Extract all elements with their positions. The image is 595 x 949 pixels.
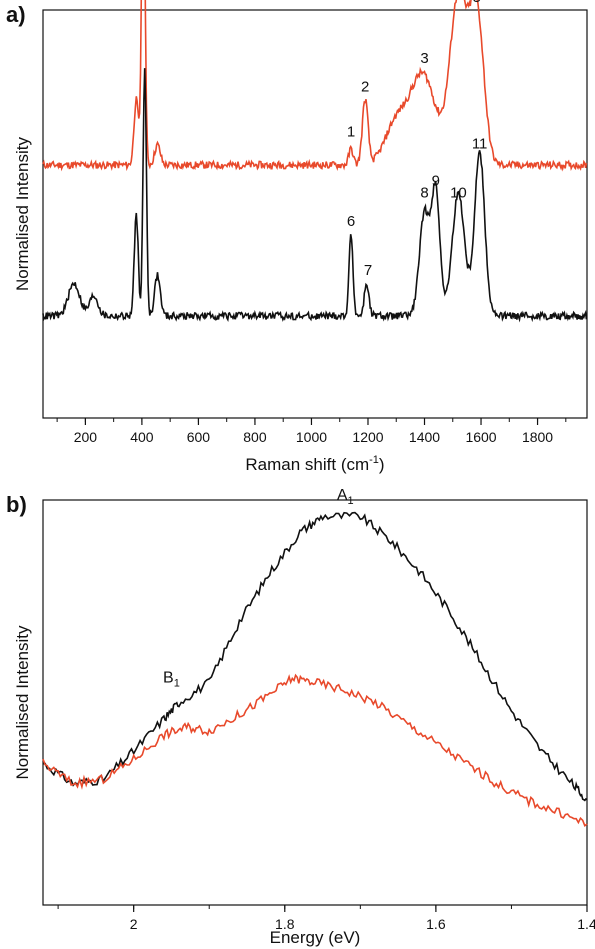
y-axis-label: Normalised Intensity <box>13 137 32 292</box>
series-black-line <box>42 511 588 802</box>
x-tick-label: 1.8 <box>275 916 295 932</box>
x-tick-label: 1200 <box>352 429 383 445</box>
peak-label: 9 <box>432 172 440 189</box>
x-tick-label: 600 <box>187 429 211 445</box>
x-tick-label: 200 <box>74 429 98 445</box>
peak-label: 3 <box>420 50 428 67</box>
x-tick-label: 800 <box>243 429 267 445</box>
peak-label: 7 <box>364 262 372 279</box>
peak-label: A1 <box>337 487 354 507</box>
x-tick-label: 400 <box>130 429 154 445</box>
x-tick-label: 1000 <box>296 429 327 445</box>
x-axis-label: Raman shift (cm-1) <box>245 454 384 474</box>
panel-a-label: a) <box>6 2 26 27</box>
x-axis-label: Energy (eV) <box>270 928 361 947</box>
peak-label: 6 <box>347 213 355 230</box>
plot-frame <box>42 9 588 419</box>
x-tick-label: 2 <box>130 916 138 932</box>
panel-b-label: b) <box>6 492 27 517</box>
peak-label: 8 <box>420 185 428 202</box>
series-black-line <box>42 68 588 323</box>
peak-label: 1 <box>347 123 355 140</box>
peak-label: 2 <box>361 79 369 96</box>
series-red-line <box>42 673 588 827</box>
peak-label: B1 <box>163 669 180 689</box>
series-red-line <box>42 0 588 172</box>
x-tick-label: 1800 <box>522 429 553 445</box>
peak-label: 5 <box>473 0 481 6</box>
x-tick-label: 1400 <box>409 429 440 445</box>
raman-chart: 2004006008001000120014001600180012345678… <box>13 0 588 474</box>
pl-chart: 2 1.8 1.6 1.4 A1 B1 Energy (eV) Normalised Inte… <box>13 487 595 947</box>
x-tick-label: 1600 <box>465 429 496 445</box>
x-tick-label: 1.4 <box>577 916 595 932</box>
peak-label: 10 <box>450 185 467 202</box>
peak-label: 11 <box>472 136 488 153</box>
x-tick-label: 1.6 <box>426 916 446 932</box>
y-axis-label: Normalised Intensity <box>13 625 32 780</box>
plot-frame <box>42 499 588 906</box>
